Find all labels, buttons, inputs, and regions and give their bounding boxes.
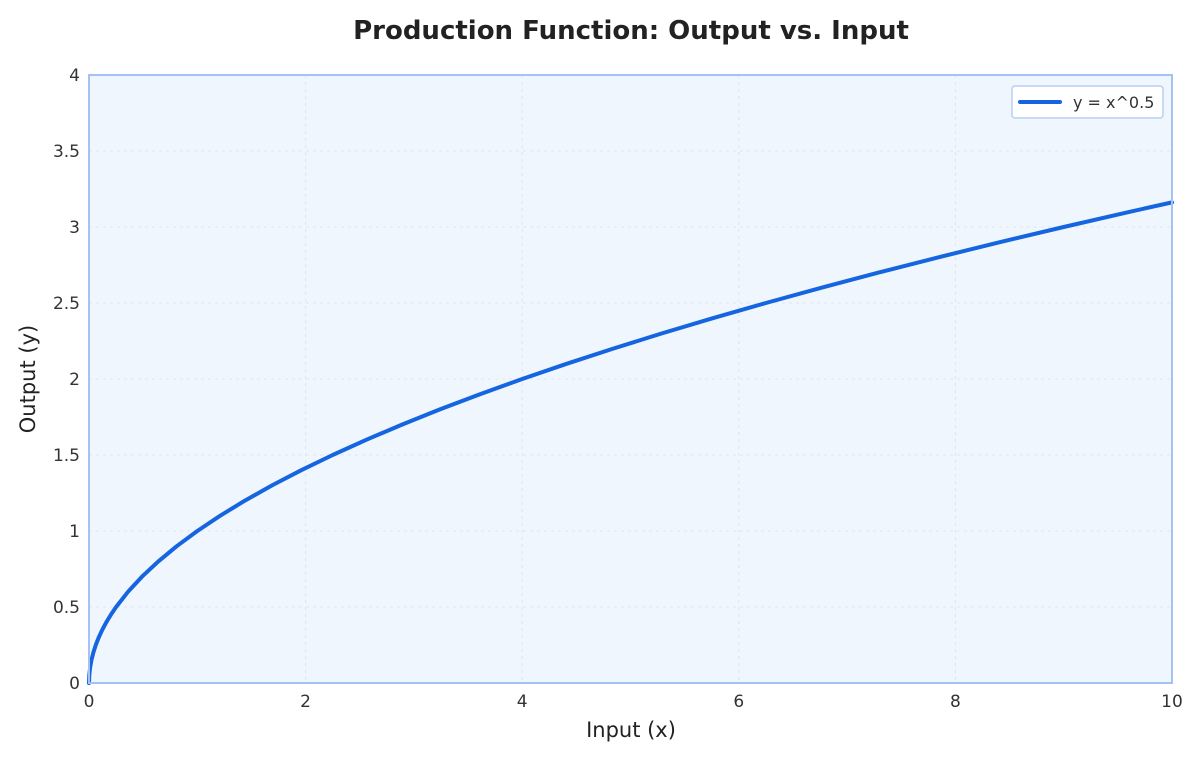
- y-tick-label: 3: [69, 218, 80, 238]
- x-tick-label: 2: [300, 692, 311, 712]
- x-tick-label: 4: [517, 692, 528, 712]
- plot-border: [88, 74, 1173, 684]
- y-tick-label: 2: [69, 370, 80, 390]
- x-tick-label: 10: [1161, 692, 1183, 712]
- series-layer: [87, 200, 1174, 685]
- y-tick-label: 3.5: [53, 142, 80, 162]
- x-tick-label: 0: [84, 692, 95, 712]
- y-axis-ticks: 0 0.5 1 1.5 2 2.5 3 3.5 4: [53, 66, 80, 694]
- y-tick-label: 0.5: [53, 598, 80, 618]
- x-tick-label: 6: [733, 692, 744, 712]
- chart-title: Production Function: Output vs. Input: [353, 16, 909, 46]
- series-line: [87, 200, 1174, 685]
- legend: y = x^0.5: [1011, 85, 1164, 119]
- y-tick-label: 4: [69, 66, 80, 86]
- y-tick-label: 2.5: [53, 294, 80, 314]
- x-tick-label: 8: [950, 692, 961, 712]
- legend-box: [1011, 85, 1164, 119]
- x-axis-label: Input (x): [586, 718, 676, 742]
- x-axis-ticks: 0 2 4 6 8 10: [84, 692, 1183, 712]
- y-tick-label: 1.5: [53, 446, 80, 466]
- legend-label: y = x^0.5: [1073, 93, 1154, 112]
- y-tick-label: 1: [69, 522, 80, 542]
- y-axis-label: Output (y): [16, 325, 40, 433]
- y-tick-label: 0: [69, 674, 80, 694]
